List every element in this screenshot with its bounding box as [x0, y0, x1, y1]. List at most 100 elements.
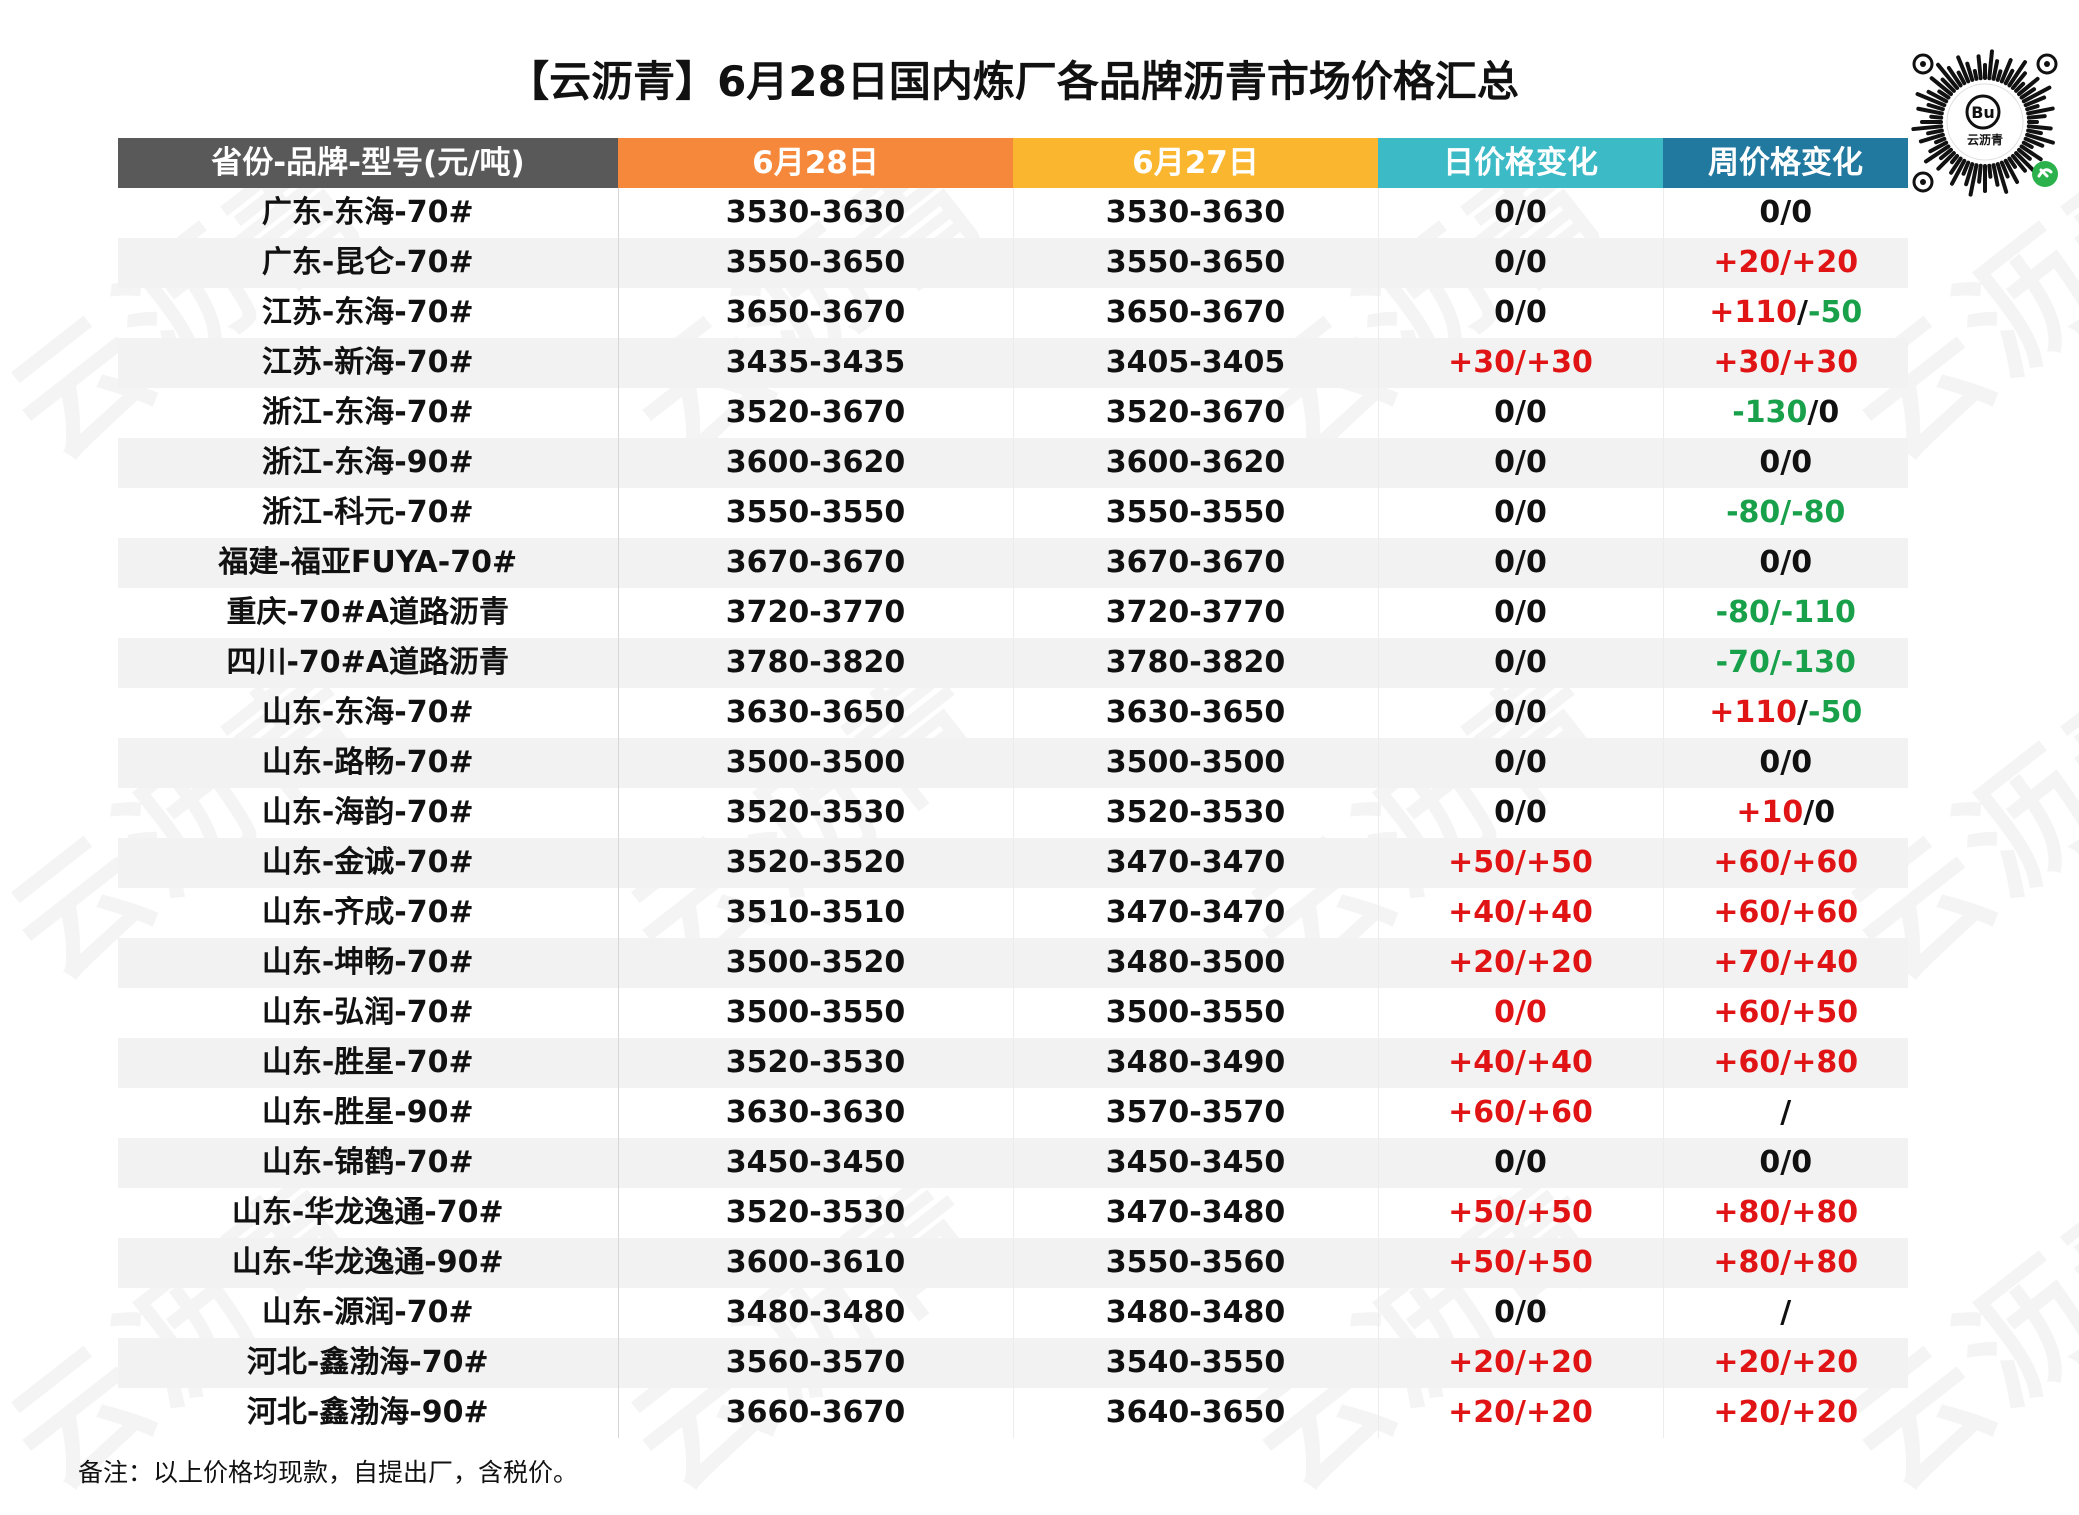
table-row: 山东-坤畅-70# 3500-3520 3480-3500 +20/+20 +70/+4…: [118, 938, 1908, 988]
table-row: 广东-昆仑-70# 3550-3650 3550-3650 0/0 +20/+20: [118, 238, 1908, 288]
price-jun27: 3720-3770: [1013, 588, 1379, 638]
daily-change: +60/+60: [1378, 1088, 1664, 1138]
weekly-change-part: +60/+60: [1713, 895, 1859, 930]
price-jun27: 3650-3670: [1013, 288, 1379, 338]
header-region-brand: 省份-品牌-型号(元/吨): [118, 138, 618, 188]
weekly-change: 0/0: [1663, 188, 1908, 238]
price-jun28: 3660-3670: [618, 1388, 1014, 1438]
price-jun28: 3560-3570: [618, 1338, 1014, 1388]
table-row: 山东-东海-70# 3630-3650 3630-3650 0/0 +110/-50: [118, 688, 1908, 738]
table-row: 山东-齐成-70# 3510-3510 3470-3470 +40/+40 +60/+6…: [118, 888, 1908, 938]
weekly-change: /: [1663, 1288, 1908, 1338]
daily-change: 0/0: [1378, 738, 1664, 788]
price-jun27: 3550-3550: [1013, 488, 1379, 538]
price-jun28: 3520-3670: [618, 388, 1014, 438]
table-row: 山东-锦鹤-70# 3450-3450 3450-3450 0/0 0/0: [118, 1138, 1908, 1188]
weekly-change: +70/+40: [1663, 938, 1908, 988]
daily-change-part: 0/0: [1494, 745, 1547, 780]
daily-change: +50/+50: [1378, 838, 1664, 888]
weekly-change-part: 0/0: [1759, 545, 1813, 580]
weekly-change-part: /: [1797, 695, 1809, 730]
price-jun28: 3630-3630: [618, 1088, 1014, 1138]
daily-change: 0/0: [1378, 288, 1664, 338]
daily-change: +50/+50: [1378, 1188, 1664, 1238]
price-jun27: 3470-3470: [1013, 888, 1379, 938]
product-name: 福建-福亚FUYA-70#: [118, 538, 619, 588]
mini-program-code[interactable]: Bu 云沥青: [1905, 42, 2065, 202]
daily-change: 0/0: [1378, 188, 1664, 238]
price-jun28: 3720-3770: [618, 588, 1014, 638]
daily-change: 0/0: [1378, 438, 1664, 488]
price-jun28: 3600-3620: [618, 438, 1014, 488]
table-body: 广东-东海-70# 3530-3630 3530-3630 0/0 0/0 广东-昆仑-7…: [118, 188, 1908, 1438]
product-name: 山东-海韵-70#: [118, 788, 619, 838]
table-row: 山东-弘润-70# 3500-3550 3500-3550 0/0 +60/+50: [118, 988, 1908, 1038]
price-table: 省份-品牌-型号(元/吨) 6月28日 6月27日 日价格变化 周价格变化 广东…: [118, 138, 1908, 1438]
price-jun28: 3630-3650: [618, 688, 1014, 738]
price-jun27: 3600-3620: [1013, 438, 1379, 488]
product-name: 广东-昆仑-70#: [118, 238, 619, 288]
table-row: 山东-金诚-70# 3520-3520 3470-3470 +50/+50 +60/+6…: [118, 838, 1908, 888]
page-title: 【云沥青】6月28日国内炼厂各品牌沥青市场价格汇总: [507, 57, 1519, 106]
daily-change: +40/+40: [1378, 888, 1664, 938]
daily-change-part: 0/0: [1494, 1145, 1547, 1180]
price-jun28: 3520-3520: [618, 838, 1014, 888]
weekly-change-part: -70/-130: [1715, 645, 1856, 680]
product-name: 山东-锦鹤-70#: [118, 1138, 619, 1188]
daily-change-part: 0/0: [1494, 395, 1547, 430]
product-name: 山东-弘润-70#: [118, 988, 619, 1038]
daily-change: 0/0: [1378, 1138, 1664, 1188]
daily-change-part: +50/+50: [1448, 1245, 1593, 1280]
price-jun27: 3500-3500: [1013, 738, 1379, 788]
daily-change-part: 0/0: [1494, 695, 1547, 730]
daily-change: 0/0: [1378, 488, 1664, 538]
daily-change-part: 0/0: [1494, 295, 1547, 330]
weekly-change-part: +80/+80: [1713, 1245, 1859, 1280]
footnote: 备注：以上价格均现款，自提出厂，含税价。: [78, 1458, 579, 1487]
table-header-row: 省份-品牌-型号(元/吨) 6月28日 6月27日 日价格变化 周价格变化: [118, 138, 1908, 188]
price-jun27: 3480-3490: [1013, 1038, 1379, 1088]
daily-change: 0/0: [1378, 538, 1664, 588]
daily-change: 0/0: [1378, 638, 1664, 688]
weekly-change: -80/-110: [1663, 588, 1908, 638]
product-name: 山东-金诚-70#: [118, 838, 619, 888]
header-daily-change: 日价格变化: [1378, 138, 1663, 188]
price-jun28: 3650-3670: [618, 288, 1014, 338]
weekly-change-part: /: [1797, 295, 1809, 330]
weekly-change-part: -80/-110: [1715, 595, 1856, 630]
weekly-change-part: +20/+20: [1713, 1345, 1859, 1380]
price-jun28: 3780-3820: [618, 638, 1014, 688]
daily-change: 0/0: [1378, 688, 1664, 738]
weekly-change: +60/+60: [1663, 838, 1908, 888]
weekly-change: +20/+20: [1663, 1338, 1908, 1388]
mini-program-code-icon: Bu 云沥青: [1911, 49, 2058, 197]
daily-change: 0/0: [1378, 788, 1664, 838]
table-row: 河北-鑫渤海-90# 3660-3670 3640-3650 +20/+20 +20/+…: [118, 1388, 1908, 1438]
weekly-change: -70/-130: [1663, 638, 1908, 688]
price-jun28: 3500-3550: [618, 988, 1014, 1038]
weekly-change-part: +60/+50: [1713, 995, 1859, 1030]
price-jun27: 3640-3650: [1013, 1388, 1379, 1438]
price-jun27: 3500-3550: [1013, 988, 1379, 1038]
daily-change-part: 0/0: [1494, 1295, 1547, 1330]
product-name: 广东-东海-70#: [118, 188, 619, 238]
weekly-change-part: 0/0: [1759, 445, 1813, 480]
weekly-change: -130/0: [1663, 388, 1908, 438]
header-jun28: 6月28日: [618, 138, 1013, 188]
table-row: 河北-鑫渤海-70# 3560-3570 3540-3550 +20/+20 +20/+…: [118, 1338, 1908, 1388]
daily-change-part: 0/0: [1494, 195, 1547, 230]
weekly-change-part: +60/+80: [1713, 1045, 1859, 1080]
weekly-change-part: -50: [1808, 295, 1863, 330]
table-row: 江苏-东海-70# 3650-3670 3650-3670 0/0 +110/-50: [118, 288, 1908, 338]
table-row: 浙江-东海-90# 3600-3620 3600-3620 0/0 0/0: [118, 438, 1908, 488]
product-name: 山东-东海-70#: [118, 688, 619, 738]
price-jun28: 3550-3550: [618, 488, 1014, 538]
price-jun28: 3450-3450: [618, 1138, 1014, 1188]
daily-change-part: +20/+20: [1448, 1395, 1593, 1430]
daily-change-part: +40/+40: [1448, 1045, 1593, 1080]
daily-change: +30/+30: [1378, 338, 1664, 388]
table-row: 福建-福亚FUYA-70# 3670-3670 3670-3670 0/0 0/0: [118, 538, 1908, 588]
daily-change: 0/0: [1378, 1288, 1664, 1338]
weekly-change-part: +110: [1709, 295, 1798, 330]
product-name: 山东-胜星-70#: [118, 1038, 619, 1088]
